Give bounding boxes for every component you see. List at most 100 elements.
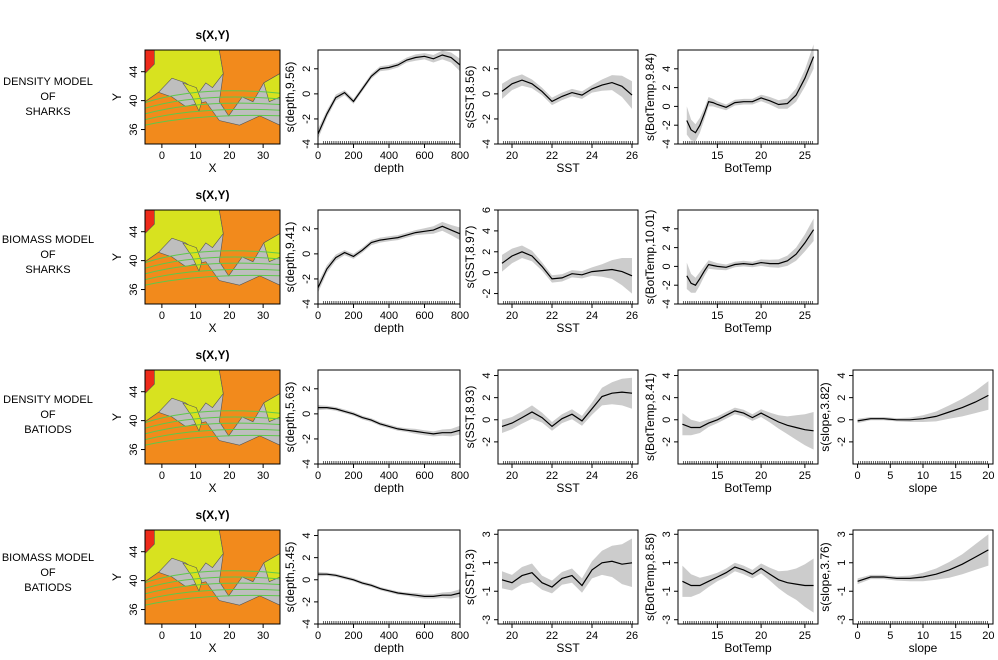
x-tick-label: 24 — [586, 150, 598, 162]
y-tick-label: 2 — [301, 226, 313, 232]
y-tick-label: 2 — [661, 245, 673, 251]
y-axis-label: Y — [110, 93, 124, 101]
x-tick-label: 0 — [315, 310, 321, 322]
plot-frame — [497, 529, 639, 625]
chart-slope-row3: 0 5 10 15 20 -3 -1 1 3 slope s(slope,3.76) — [818, 529, 995, 655]
y-tick-label: -2 — [301, 597, 313, 607]
map-contour — [145, 262, 280, 275]
y-axis-label: s(depth,9.56) — [283, 62, 297, 133]
y-tick-label: 4 — [481, 228, 493, 234]
chart-BotTemp-row3: 15 20 25 -3 -1 1 3 BotTemp s(BotTemp,8.58) — [643, 529, 819, 655]
map-contour — [145, 250, 280, 264]
y-tick-label: 0 — [661, 103, 673, 109]
map-contour — [145, 410, 280, 424]
panel-title: s(X,Y) — [195, 28, 229, 42]
x-tick-label: 24 — [586, 470, 598, 482]
chart-SST-row0: 20 22 24 26 -4 -2 0 2 SST s(SST,8.56) — [463, 49, 639, 175]
map-area — [145, 50, 280, 144]
fitted-curve — [682, 566, 814, 587]
plot-frame — [497, 49, 639, 145]
x-tick-label: 15 — [950, 470, 962, 482]
x-tick-label: 10 — [190, 630, 202, 642]
row-label-density-sharks: DENSITY MODEL OF SHARKS — [3, 76, 93, 118]
map-area — [145, 210, 280, 304]
x-axis-label: depth — [374, 641, 404, 655]
y-tick-label: 0 — [301, 251, 313, 257]
map-contour — [145, 570, 280, 584]
y-tick-label: 1 — [481, 560, 493, 566]
confidence-band — [502, 245, 632, 294]
x-tick-label: 22 — [546, 470, 558, 482]
y-tick-label: 3 — [481, 531, 493, 537]
y-axis-label: s(depth,5.45) — [283, 542, 297, 613]
x-axis-label: X — [208, 481, 216, 495]
x-tick-label: 10 — [917, 630, 929, 642]
x-tick-label: 24 — [586, 310, 598, 322]
plot-frame — [677, 369, 819, 465]
map-area — [145, 530, 280, 624]
map-contour — [145, 594, 280, 606]
y-tick-label: -4 — [661, 299, 673, 309]
x-tick-label: 26 — [626, 470, 638, 482]
fitted-curve — [682, 410, 814, 432]
x-tick-label: 0 — [159, 150, 165, 162]
y-tick-label: 44 — [128, 546, 140, 558]
y-tick-label: 44 — [128, 226, 140, 238]
x-tick-label: 800 — [451, 470, 469, 482]
map-frame — [144, 529, 281, 625]
x-tick-label: 400 — [380, 470, 398, 482]
map-peninsula — [182, 562, 203, 592]
x-tick-label: 20 — [223, 150, 235, 162]
y-tick-label: 2 — [661, 85, 673, 91]
x-tick-label: 0 — [315, 630, 321, 642]
x-tick-label: 0 — [855, 470, 861, 482]
confidence-band — [318, 221, 460, 293]
y-tick-label: -2 — [661, 120, 673, 130]
x-tick-label: 20 — [755, 470, 767, 482]
y-axis-label: s(depth,5.63) — [283, 382, 297, 453]
chart-depth-row1: 0 200 400 600 800 -4 -2 0 2 depth s(depth,9.41) — [283, 209, 469, 335]
chart-slope-row2: 0 5 10 15 20 -2 0 2 4 slope s(slope,3.82) — [818, 369, 995, 495]
x-tick-label: 200 — [344, 470, 362, 482]
fitted-curve — [317, 225, 461, 288]
x-tick-label: 0 — [315, 150, 321, 162]
x-tick-label: 30 — [257, 150, 269, 162]
x-tick-label: 10 — [190, 150, 202, 162]
y-tick-label: 36 — [128, 283, 140, 295]
y-tick-label: 4 — [481, 372, 493, 378]
fitted-curve — [318, 407, 461, 435]
x-tick-label: 20 — [506, 470, 518, 482]
map-land-east — [218, 50, 280, 117]
confidence-band — [857, 534, 989, 585]
chart-BotTemp-row0: 15 20 25 -4 -2 0 2 4 BotTemp s(BotTemp,9.84) — [643, 44, 819, 175]
y-tick-label: 0 — [481, 91, 493, 97]
y-tick-label: 0 — [481, 270, 493, 276]
x-tick-label: 20 — [506, 630, 518, 642]
x-tick-label: 20 — [755, 310, 767, 322]
y-tick-label: 44 — [128, 66, 140, 78]
y-tick-label: 0 — [301, 577, 313, 583]
x-tick-label: 0 — [159, 310, 165, 322]
fitted-curve — [857, 549, 989, 582]
map-contour — [145, 588, 280, 601]
y-axis-label: s(BotTemp,9.84) — [643, 53, 657, 141]
y-axis-label: s(BotTemp,8.58) — [643, 533, 657, 621]
y-tick-label: -4 — [481, 139, 493, 149]
y-tick-label: 0 — [301, 411, 313, 417]
y-tick-label: -3 — [481, 615, 493, 625]
map-contour — [145, 422, 280, 435]
y-tick-label: 0 — [836, 417, 848, 423]
plot-frame — [677, 49, 819, 145]
y-tick-label: 4 — [661, 66, 673, 72]
map-peninsula — [182, 402, 203, 432]
x-tick-label: 30 — [257, 630, 269, 642]
y-tick-label: 44 — [128, 386, 140, 398]
x-tick-label: 20 — [506, 150, 518, 162]
x-tick-label: 22 — [546, 150, 558, 162]
row-label-density-batiods: DENSITY MODEL OF BATIODS — [3, 394, 93, 436]
x-tick-label: 25 — [799, 470, 811, 482]
x-tick-label: 600 — [415, 630, 433, 642]
y-tick-label: 4 — [661, 226, 673, 232]
y-tick-label: 2 — [836, 395, 848, 401]
